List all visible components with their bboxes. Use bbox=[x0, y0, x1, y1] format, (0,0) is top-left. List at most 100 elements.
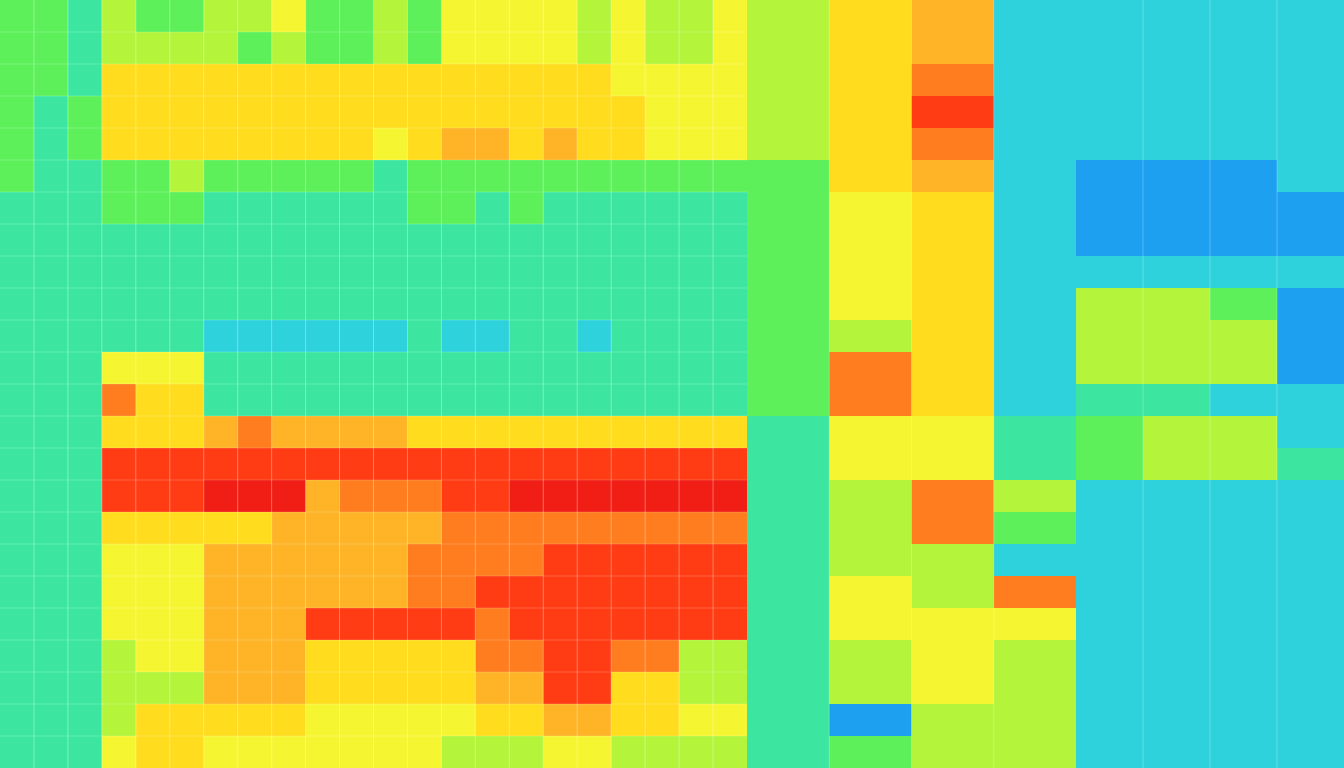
left-cell bbox=[577, 704, 612, 737]
left-cell bbox=[33, 320, 69, 353]
middle-cell bbox=[747, 576, 830, 609]
left-cell bbox=[577, 160, 612, 193]
right-cell bbox=[1076, 512, 1144, 545]
left-cell bbox=[679, 128, 714, 161]
left-cell bbox=[543, 672, 578, 705]
middle-cell bbox=[911, 448, 995, 481]
right-cell bbox=[1076, 320, 1144, 353]
left-cell bbox=[509, 32, 544, 65]
left-cell bbox=[169, 480, 205, 513]
left-cell bbox=[679, 160, 714, 193]
right-cell bbox=[1076, 576, 1144, 609]
left-cell bbox=[237, 576, 273, 609]
left-cell bbox=[271, 128, 307, 161]
left-cell bbox=[271, 192, 307, 225]
left-cell bbox=[305, 608, 341, 641]
middle-cell bbox=[911, 384, 995, 417]
left-cell bbox=[203, 256, 239, 289]
left-cell bbox=[271, 160, 307, 193]
left-cell bbox=[339, 256, 375, 289]
left-cell bbox=[407, 96, 442, 129]
left-cell bbox=[305, 544, 341, 577]
left-cell bbox=[0, 0, 35, 33]
left-cell bbox=[543, 352, 578, 385]
left-cell bbox=[577, 0, 612, 33]
middle-cell bbox=[747, 384, 830, 417]
left-cell bbox=[237, 512, 273, 545]
right-cell bbox=[1076, 256, 1144, 289]
left-cell bbox=[407, 544, 442, 577]
left-cell bbox=[67, 320, 103, 353]
left-cell bbox=[101, 512, 137, 545]
left-cell bbox=[373, 384, 409, 417]
left-cell bbox=[407, 384, 442, 417]
left-cell bbox=[101, 192, 137, 225]
left-cell bbox=[441, 736, 476, 768]
right-cell bbox=[1277, 416, 1344, 449]
left-cell bbox=[237, 288, 273, 321]
left-cell bbox=[645, 736, 680, 768]
left-cell bbox=[373, 160, 409, 193]
left-cell bbox=[339, 736, 375, 768]
left-cell bbox=[441, 608, 476, 641]
middle-cell bbox=[993, 384, 1077, 417]
right-cell bbox=[1143, 352, 1211, 385]
left-cell bbox=[611, 128, 646, 161]
left-cell bbox=[509, 288, 544, 321]
right-cell bbox=[1210, 256, 1278, 289]
left-cell bbox=[0, 736, 35, 768]
left-cell bbox=[33, 256, 69, 289]
left-cell bbox=[611, 32, 646, 65]
left-cell bbox=[577, 384, 612, 417]
left-cell bbox=[475, 672, 510, 705]
middle-cell bbox=[747, 288, 830, 321]
left-cell bbox=[101, 64, 137, 97]
right-cell bbox=[1210, 64, 1278, 97]
middle-cell bbox=[829, 64, 913, 97]
left-cell bbox=[0, 128, 35, 161]
left-cell bbox=[441, 32, 476, 65]
left-cell bbox=[339, 32, 375, 65]
left-cell bbox=[305, 320, 341, 353]
left-cell bbox=[67, 704, 103, 737]
right-cell bbox=[1277, 704, 1344, 737]
left-cell bbox=[271, 640, 307, 673]
left-cell bbox=[475, 352, 510, 385]
left-cell bbox=[645, 96, 680, 129]
left-cell bbox=[543, 480, 578, 513]
left-cell bbox=[679, 64, 714, 97]
left-cell bbox=[305, 256, 341, 289]
right-cell bbox=[1277, 160, 1344, 193]
middle-cell bbox=[993, 192, 1077, 225]
middle-cell bbox=[911, 192, 995, 225]
left-cell bbox=[475, 192, 510, 225]
left-cell bbox=[271, 224, 307, 257]
middle-cell bbox=[829, 128, 913, 161]
right-cell bbox=[1076, 544, 1144, 577]
left-cell bbox=[407, 448, 442, 481]
middle-cell bbox=[911, 256, 995, 289]
left-cell bbox=[373, 96, 409, 129]
middle-cell bbox=[829, 384, 913, 417]
middle-cell bbox=[747, 448, 830, 481]
left-cell bbox=[645, 480, 680, 513]
middle-cell bbox=[911, 672, 995, 705]
left-cell bbox=[713, 160, 748, 193]
right-cell bbox=[1277, 32, 1344, 65]
left-cell bbox=[271, 64, 307, 97]
left-cell bbox=[509, 160, 544, 193]
left-cell bbox=[645, 192, 680, 225]
middle-cell bbox=[993, 96, 1077, 129]
left-cell bbox=[611, 160, 646, 193]
left-cell bbox=[203, 672, 239, 705]
left-cell bbox=[101, 224, 137, 257]
left-cell bbox=[67, 448, 103, 481]
left-cell bbox=[67, 288, 103, 321]
middle-cell bbox=[829, 544, 913, 577]
left-cell bbox=[407, 640, 442, 673]
middle-cell bbox=[747, 352, 830, 385]
middle-cell bbox=[829, 192, 913, 225]
left-cell bbox=[203, 320, 239, 353]
left-cell bbox=[577, 352, 612, 385]
right-cell bbox=[1076, 416, 1144, 449]
